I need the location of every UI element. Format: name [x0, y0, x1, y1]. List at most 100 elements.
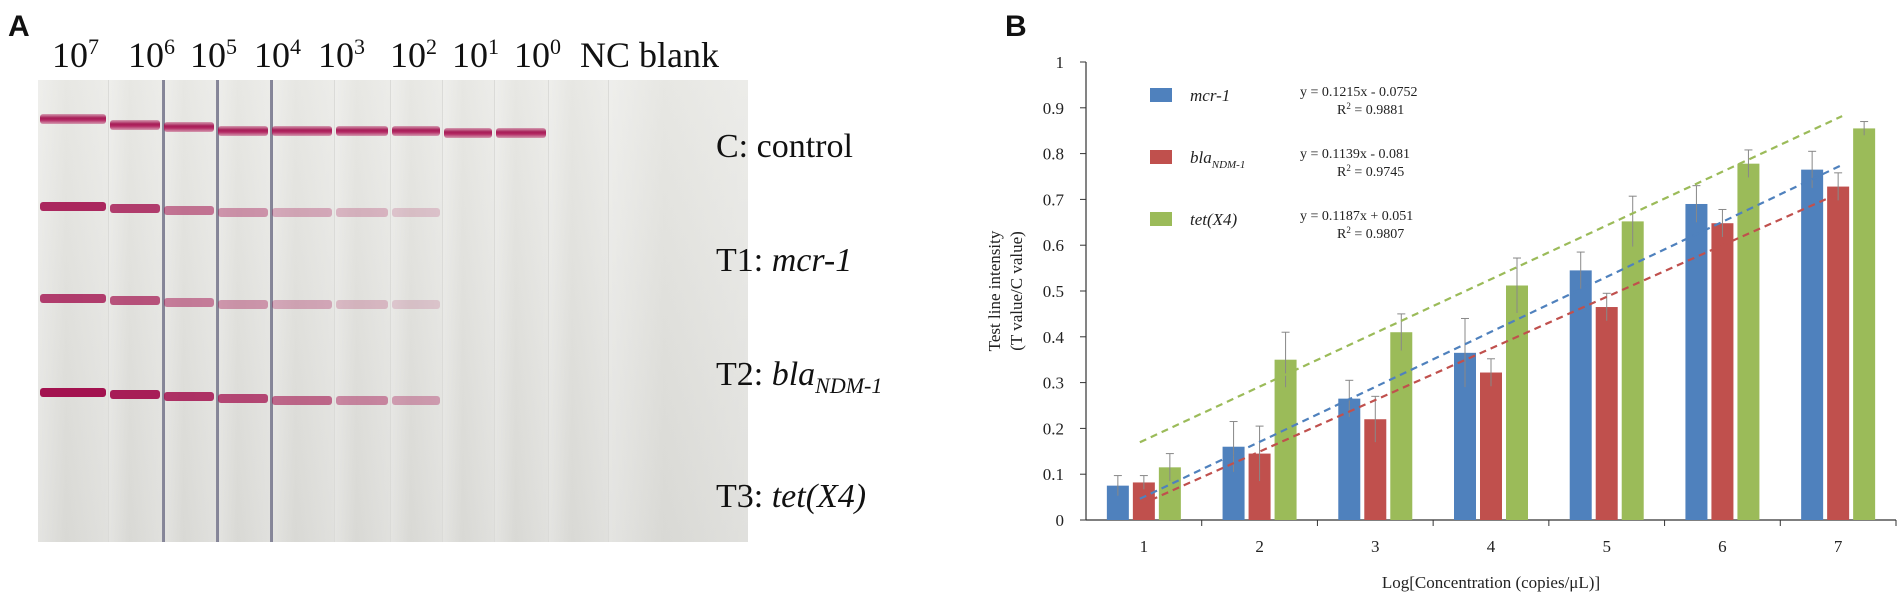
- concentration-label-base: 10: [128, 35, 164, 75]
- y-tick-label: 0.4: [1043, 328, 1065, 347]
- test-strip-0: [38, 80, 109, 542]
- concentration-label-exponent: 3: [354, 34, 365, 59]
- trend-equation-blaNDM-1: y = 0.1139x - 0.081: [1300, 147, 1410, 162]
- row-label-t1-gene: mcr-1: [771, 242, 853, 279]
- band-control-1: [110, 120, 160, 130]
- legend-label-base: tet(X4): [1190, 210, 1238, 229]
- band-t1-1: [110, 204, 160, 213]
- y-tick-label: 0.2: [1043, 419, 1064, 438]
- row-label-t3-prefix: T3:: [716, 478, 772, 515]
- band-t1-4: [272, 208, 332, 217]
- band-t3-1: [110, 390, 160, 399]
- trend-r2-mcr-1: R2 = 0.9881: [1337, 101, 1404, 118]
- legend-label-sub: NDM-1: [1211, 159, 1246, 171]
- row-label-t3-gene: tet(X4): [771, 478, 867, 515]
- y-tick-label: 0.5: [1043, 282, 1064, 301]
- concentration-label-0: 107: [52, 34, 99, 76]
- band-t3-0: [40, 388, 106, 397]
- x-tick-label: 6: [1718, 537, 1727, 556]
- band-control-3: [218, 126, 268, 136]
- band-t2-6: [392, 300, 440, 309]
- band-control-4: [272, 126, 332, 136]
- legend-swatch-mcr-1: [1150, 88, 1172, 102]
- concentration-label-base: 10: [52, 35, 88, 75]
- trend-equation-tet(X4): y = 0.1187x + 0.051: [1300, 209, 1413, 224]
- test-strip-7: [442, 80, 495, 542]
- r2-superscript: 2: [1346, 225, 1351, 235]
- concentration-label-exponent: 1: [488, 34, 499, 59]
- r2-label: R: [1337, 103, 1347, 118]
- band-t1-6: [392, 208, 440, 217]
- concentration-label-exponent: 5: [226, 34, 237, 59]
- row-label-t2: T2: blaNDM-1: [716, 356, 882, 399]
- bar-tet(X4)-4: [1506, 285, 1528, 520]
- test-strip-6: [390, 80, 443, 542]
- row-label-t1: T1: mcr-1: [716, 242, 852, 280]
- legend-label-base: mcr-1: [1190, 86, 1230, 105]
- bar-mcr-1-4: [1454, 352, 1476, 520]
- concentration-label-4: 103: [318, 34, 365, 76]
- row-label-control: C: control: [716, 128, 853, 165]
- band-t3-4: [272, 396, 332, 405]
- r2-label: R: [1337, 165, 1347, 180]
- band-control-2: [164, 122, 214, 132]
- concentration-label-base: 10: [452, 35, 488, 75]
- band-t3-5: [336, 396, 388, 405]
- y-tick-label: 0.7: [1043, 190, 1065, 209]
- concentration-label-base: 10: [390, 35, 426, 75]
- bar-mcr-1-5: [1569, 270, 1592, 520]
- concentration-label-base: 10: [318, 35, 354, 75]
- bar-blaNDM-1-7: [1827, 186, 1850, 521]
- r2-superscript: 2: [1346, 101, 1351, 111]
- concentration-label-6: 101: [452, 34, 499, 76]
- y-tick-label: 1: [1056, 53, 1065, 72]
- concentration-label-exponent: 0: [550, 34, 561, 59]
- r2-superscript: 2: [1346, 163, 1351, 173]
- bar-mcr-1-7: [1801, 169, 1824, 520]
- band-control-6: [392, 126, 440, 136]
- legend-label-tet(X4): tet(X4): [1190, 210, 1238, 229]
- concentration-label-exponent: 6: [164, 34, 175, 59]
- band-t1-2: [164, 206, 214, 215]
- concentration-label-base: 10: [254, 35, 290, 75]
- bar-mcr-1-1: [1106, 485, 1129, 520]
- row-label-t3: T3: tet(X4): [716, 478, 866, 516]
- x-tick-label: 4: [1487, 537, 1496, 556]
- row-label-t1-prefix: T1:: [716, 242, 772, 279]
- band-t1-0: [40, 202, 106, 211]
- test-strip-9: [548, 80, 609, 542]
- bar-tet(X4)-7: [1853, 128, 1876, 520]
- y-tick-label: 0.1: [1043, 465, 1064, 484]
- concentration-label-base: 10: [190, 35, 226, 75]
- band-control-0: [40, 114, 106, 124]
- trendline-mcr-1: [1139, 163, 1843, 500]
- bar-blaNDM-1-4: [1480, 372, 1502, 520]
- bar-tet(X4)-5: [1621, 221, 1644, 520]
- trend-r2-blaNDM-1: R2 = 0.9745: [1337, 163, 1404, 180]
- y-axis-title: Test line intensity (T value/C value): [985, 230, 1026, 351]
- band-t2-5: [336, 300, 388, 309]
- bar-blaNDM-1-3: [1364, 419, 1387, 520]
- test-strip-4: [270, 80, 335, 542]
- test-strip-1: [108, 80, 165, 542]
- concentration-label-7: 100: [514, 34, 561, 76]
- y-tick-label: 0.8: [1043, 145, 1064, 164]
- concentration-label-base: NC blank: [580, 35, 719, 75]
- r2-value: = 0.9807: [1351, 227, 1404, 242]
- trend-equation-mcr-1: y = 0.1215x - 0.0752: [1300, 85, 1418, 100]
- band-t3-6: [392, 396, 440, 405]
- bar-blaNDM-1-2: [1248, 453, 1271, 520]
- y-tick-label: 0.6: [1043, 236, 1064, 255]
- band-t2-1: [110, 296, 160, 305]
- concentration-label-2: 105: [190, 34, 237, 76]
- bar-tet(X4)-1: [1158, 467, 1181, 520]
- bar-tet(X4)-6: [1737, 163, 1760, 520]
- x-tick-label: 3: [1371, 537, 1380, 556]
- r2-label: R: [1337, 227, 1347, 242]
- test-strip-8: [494, 80, 549, 542]
- band-t1-5: [336, 208, 388, 217]
- bar-mcr-1-3: [1338, 398, 1361, 520]
- concentration-label-exponent: 7: [88, 34, 99, 59]
- concentration-label-8: NC blank: [580, 34, 719, 76]
- x-tick-label: 1: [1140, 537, 1149, 556]
